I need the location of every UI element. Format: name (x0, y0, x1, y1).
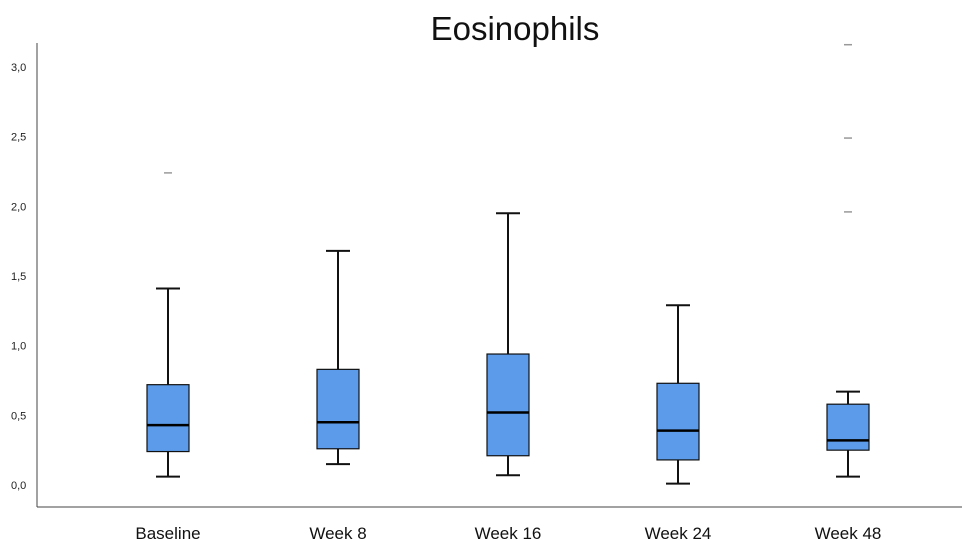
axes (36, 43, 962, 508)
iqr-box (316, 368, 360, 450)
iqr-box (656, 382, 700, 461)
box-week-8 (316, 249, 360, 466)
iqr-box (826, 403, 870, 451)
y-tick-label: 3,0 (11, 62, 26, 74)
x-category-label: Week 48 (815, 524, 882, 540)
box-series (146, 43, 870, 485)
iqr-box (486, 353, 530, 457)
x-category-label: Week 8 (309, 524, 366, 540)
y-tick-label: 2,0 (11, 201, 26, 213)
x-category-label: Week 16 (475, 524, 542, 540)
box-baseline (146, 172, 190, 478)
iqr-box (146, 384, 190, 453)
x-category-label: Week 24 (645, 524, 712, 540)
category-labels: Baseline Week 8 Week 16 Week 24 Week 48 (135, 524, 881, 540)
box-week-24 (656, 304, 700, 485)
y-tick-label: 1,0 (11, 341, 26, 353)
y-tick-label: 0,0 (11, 480, 26, 492)
y-tick-label: 1,5 (11, 271, 26, 283)
box-week-48 (826, 43, 870, 478)
y-tick-label: 0,5 (11, 410, 26, 422)
chart-title: Eosinophils (430, 10, 600, 47)
y-tick-label: 2,5 (11, 132, 26, 144)
y-axis-ticks: 0,0 0,5 1,0 1,5 2,0 2,5 3,0 (11, 62, 26, 492)
x-category-label: Baseline (135, 524, 200, 540)
box-week-16 (486, 212, 530, 477)
